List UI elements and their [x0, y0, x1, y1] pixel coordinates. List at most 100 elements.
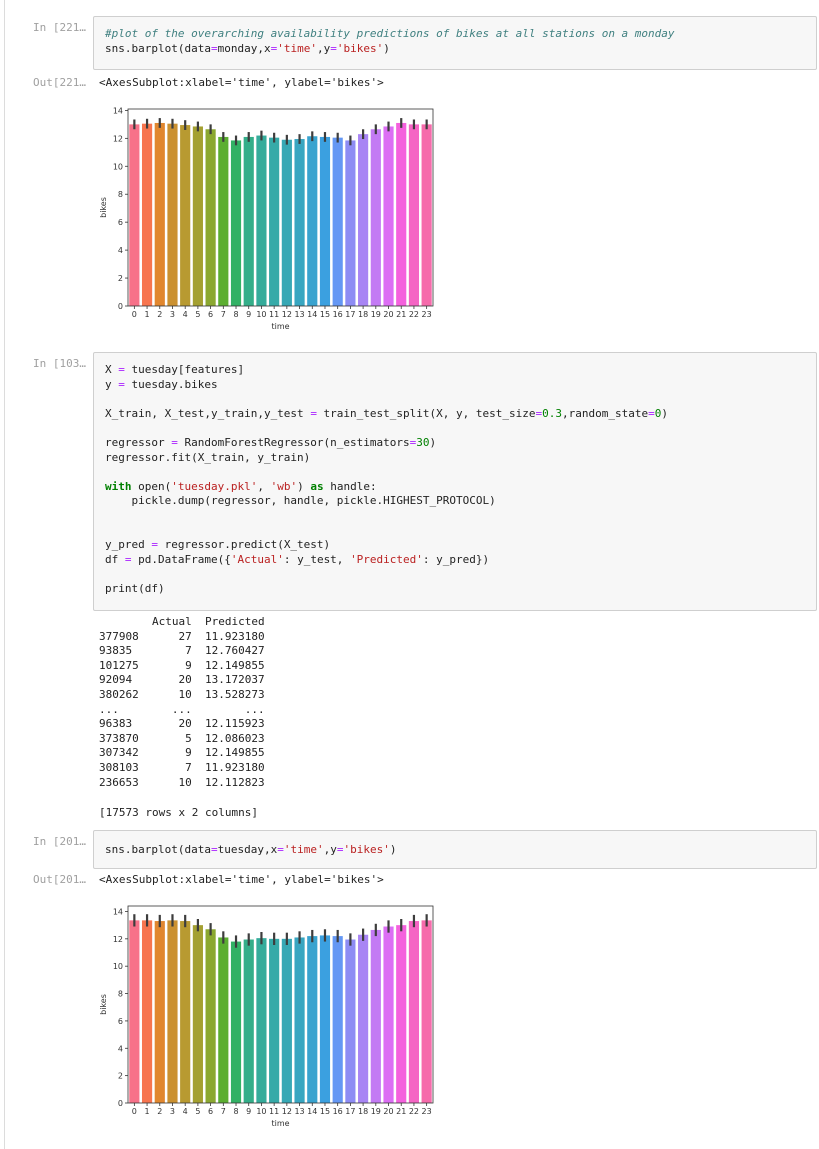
code-token: = — [535, 406, 543, 420]
y-tick-label: 0 — [118, 302, 123, 311]
code-block: X_train, X_test,y_train,y_test = train_t… — [105, 407, 806, 422]
bar — [294, 937, 305, 1103]
code-cell[interactable]: X = tuesday[features] y = tuesday.bikes X_… — [93, 352, 817, 611]
bar — [192, 126, 203, 306]
code-line: print(df) — [105, 581, 165, 595]
x-tick-label: 1 — [145, 1107, 150, 1116]
x-tick-label: 11 — [269, 310, 279, 319]
code-token: with — [105, 479, 132, 493]
code-token: = — [171, 435, 178, 449]
code-token: = — [310, 406, 317, 420]
x-tick-label: 18 — [358, 310, 368, 319]
code-cell[interactable]: #plot of the overarching availability pr… — [93, 16, 817, 70]
x-tick-label: 9 — [246, 1107, 251, 1116]
code-line: with open('tuesday.pkl', 'wb') as handle… — [105, 479, 377, 493]
x-tick-label: 6 — [208, 1107, 213, 1116]
x-tick-label: 5 — [195, 310, 200, 319]
bar — [396, 122, 407, 306]
y-tick-label: 6 — [118, 1017, 123, 1026]
x-axis-label: time — [271, 322, 289, 331]
x-tick-label: 22 — [409, 310, 419, 319]
bar — [180, 921, 191, 1103]
code-line: X_train, X_test,y_train,y_test = train_t… — [105, 406, 668, 420]
code-token: = — [648, 406, 655, 420]
x-tick-label: 12 — [282, 310, 292, 319]
x-tick-label: 17 — [345, 1107, 355, 1116]
bar — [319, 136, 331, 306]
table-row: 373870 5 12.086023 — [99, 731, 265, 745]
x-tick-label: 3 — [170, 1107, 175, 1116]
y-tick-label: 12 — [113, 134, 123, 143]
bar — [218, 937, 229, 1103]
table-row: 380262 10 13.528273 — [99, 687, 265, 701]
bar — [129, 124, 140, 306]
code-line: pickle.dump(regressor, handle, pickle.HI… — [105, 494, 496, 508]
y-tick-label: 14 — [113, 907, 123, 916]
code-block: print(df) — [105, 582, 806, 597]
bar — [396, 925, 407, 1103]
bar — [230, 140, 242, 306]
x-tick-label: 15 — [320, 1107, 330, 1116]
axes-frame — [127, 905, 434, 1104]
x-tick-label: 21 — [396, 310, 406, 319]
bar — [154, 921, 165, 1103]
y-tick-label: 10 — [113, 962, 123, 971]
x-tick-label: 1 — [145, 310, 150, 319]
y-tick-label: 12 — [113, 935, 123, 944]
x-tick-label: 4 — [183, 1107, 188, 1116]
bar — [218, 136, 229, 306]
code-token: = — [118, 363, 125, 376]
code-cell[interactable]: sns.barplot(data=tuesday,x='time',y='bik… — [93, 830, 817, 869]
bar — [256, 135, 267, 306]
code-line: #plot of the overarching availability pr… — [105, 27, 806, 42]
code-token: as — [310, 479, 324, 493]
bar — [307, 136, 318, 306]
code-line: y = tuesday.bikes — [105, 377, 218, 391]
table-row: 377908 27 11.923180 — [99, 629, 265, 643]
bar — [358, 934, 369, 1103]
x-tick-label: 23 — [422, 1107, 432, 1116]
code-token: = — [330, 41, 337, 55]
x-axis-label: time — [271, 1119, 289, 1128]
bar — [192, 925, 203, 1103]
code-token: = — [124, 552, 132, 566]
code-token: 'time' — [277, 41, 317, 55]
code-line: X = tuesday[features] — [105, 363, 245, 376]
x-tick-label: 16 — [333, 310, 343, 319]
x-tick-label: 4 — [183, 310, 188, 319]
bar — [345, 140, 356, 306]
code-token: 0.3 — [542, 406, 562, 420]
bar — [205, 129, 216, 306]
code-line: sns.barplot(data=tuesday,x='time',y='bik… — [105, 843, 397, 856]
x-tick-label: 10 — [256, 310, 266, 319]
y-tick-label: 14 — [113, 106, 123, 115]
code-line: sns.barplot(data=monday,x='time',y='bike… — [105, 41, 390, 55]
bar — [408, 921, 420, 1103]
table-row: 96383 20 12.115923 — [99, 717, 265, 731]
axes-frame — [127, 108, 434, 307]
code-line: df = pd.DataFrame({'Actual': y_test, 'Pr… — [105, 552, 490, 566]
output-text: <AxesSubplot:xlabel='time', ylabel='bike… — [99, 873, 384, 886]
code-token: 'time' — [283, 843, 324, 856]
code-block: regressor = RandomForestRegressor(n_esti… — [105, 436, 806, 465]
chart: 0 1 2 3 4 5 6 7 8 9 10 11 12 13 14 15 16 17 18 19 20 21 22 2302… — [99, 106, 434, 331]
cell-edge — [4, 0, 5, 1149]
x-tick-label: 11 — [269, 1107, 279, 1116]
bar — [256, 938, 267, 1103]
out-prompt: Out[221… — [33, 76, 86, 89]
table-row: 93835 7 12.760427 — [99, 644, 265, 658]
bar — [243, 939, 254, 1103]
x-tick-label: 21 — [396, 1107, 406, 1116]
bar — [383, 926, 394, 1103]
bar — [154, 122, 165, 306]
x-tick-label: 20 — [383, 1107, 393, 1116]
bar — [243, 136, 254, 306]
in-prompt: In [103… — [33, 357, 86, 370]
bar — [421, 920, 432, 1103]
bar — [269, 938, 280, 1103]
code-token: 'Actual' — [230, 552, 284, 566]
bar — [332, 936, 343, 1103]
chart: 0 1 2 3 4 5 6 7 8 9 10 11 12 13 14 15 16 17 18 19 20 21 22 2302… — [99, 905, 434, 1128]
code-token: = — [210, 41, 218, 55]
